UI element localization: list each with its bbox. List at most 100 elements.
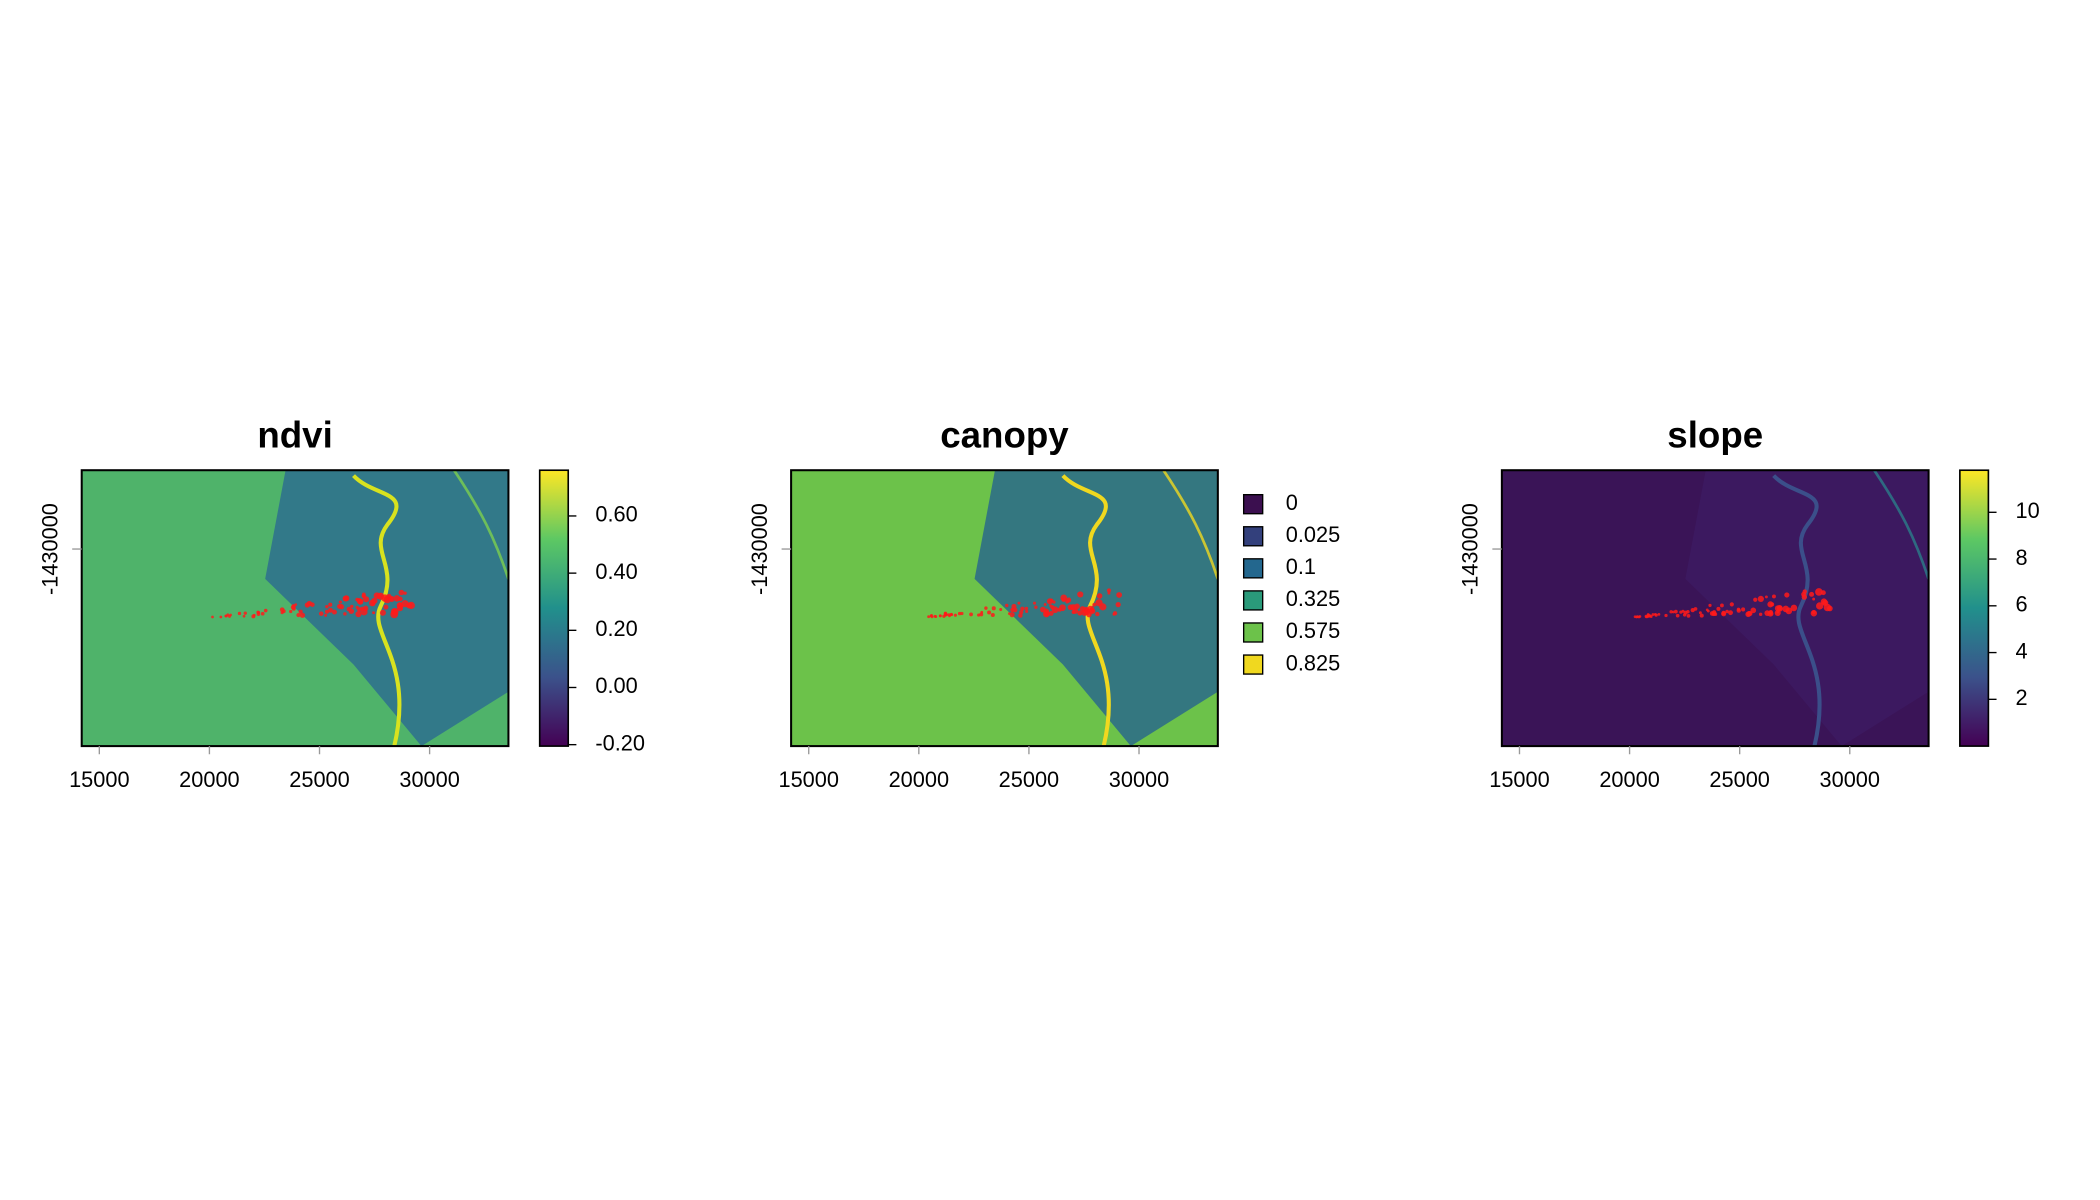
point — [260, 611, 265, 616]
point — [336, 603, 342, 609]
point — [355, 611, 362, 618]
point — [325, 604, 329, 609]
point — [328, 607, 333, 613]
point — [1698, 611, 1702, 615]
point — [969, 612, 973, 617]
point — [1091, 608, 1094, 612]
point — [944, 612, 948, 617]
point — [355, 605, 359, 609]
point — [328, 602, 333, 607]
legend-label: 0.825 — [1286, 650, 1340, 675]
point — [1746, 610, 1752, 617]
y-tick-label: -1430000 — [1458, 503, 1483, 595]
x-tick-label: 15000 — [778, 767, 838, 792]
colorbar-label: 0.00 — [595, 673, 637, 698]
point — [348, 608, 355, 614]
point — [1750, 607, 1757, 614]
point — [383, 604, 389, 610]
point — [1116, 592, 1123, 598]
point — [256, 610, 260, 614]
point — [252, 613, 256, 617]
river — [1772, 474, 1822, 747]
point — [930, 615, 934, 619]
point — [1753, 597, 1758, 602]
point — [984, 606, 988, 610]
legend-label: 0.1 — [1286, 554, 1316, 579]
point — [1654, 613, 1658, 617]
point — [350, 604, 354, 609]
point — [1706, 609, 1710, 613]
point — [1010, 607, 1015, 613]
colorbar-label: 0.40 — [595, 559, 637, 584]
point — [1018, 613, 1023, 618]
point — [990, 612, 995, 617]
point — [1049, 604, 1052, 608]
plot-frame — [790, 469, 1219, 748]
x-tick-label: 15000 — [1489, 767, 1549, 792]
point — [324, 613, 328, 617]
river-2 — [452, 470, 509, 580]
point — [1741, 607, 1746, 612]
point — [1693, 607, 1698, 611]
river — [352, 474, 402, 747]
point — [980, 610, 984, 614]
point — [290, 604, 296, 610]
plot-frame — [80, 469, 510, 748]
colorbar-label: 6 — [2016, 592, 2028, 617]
point — [361, 594, 365, 598]
point — [1017, 601, 1021, 605]
point — [1020, 606, 1025, 611]
colorbar-label: 2 — [2016, 685, 2028, 710]
x-tick-label: 20000 — [179, 767, 239, 792]
point — [1782, 605, 1790, 613]
point — [1721, 610, 1726, 616]
point — [1052, 600, 1056, 604]
point — [1070, 604, 1077, 611]
colorbar-label: 8 — [2016, 545, 2028, 570]
colorbar — [538, 469, 570, 747]
legend-label: 0 — [1286, 490, 1298, 515]
y-tick-label: -1430000 — [747, 503, 772, 595]
point — [318, 611, 324, 616]
river-2 — [1162, 470, 1218, 580]
x-tick-label: 30000 — [1820, 767, 1880, 792]
x-tick-label: 25000 — [1709, 767, 1769, 792]
point — [1729, 602, 1734, 607]
legend-label: 0.325 — [1286, 586, 1340, 611]
point — [401, 600, 409, 608]
point — [1043, 610, 1050, 618]
point — [1106, 588, 1112, 593]
point — [1647, 613, 1651, 618]
point — [1025, 609, 1029, 613]
point — [263, 608, 268, 613]
point — [999, 608, 1003, 612]
point — [390, 610, 399, 619]
x-tick-label: 15000 — [69, 767, 129, 792]
point — [1057, 607, 1062, 612]
x-tick-label: 30000 — [399, 767, 459, 792]
plot-frame — [1500, 469, 1930, 748]
point — [1784, 592, 1790, 598]
x-tick-label: 30000 — [1109, 767, 1169, 792]
point — [1716, 606, 1721, 611]
point — [949, 613, 953, 617]
point — [1728, 610, 1733, 616]
point — [1699, 613, 1704, 618]
point — [1095, 611, 1100, 617]
point — [381, 594, 389, 602]
point — [1758, 612, 1763, 616]
point — [1669, 610, 1673, 614]
point — [1708, 603, 1712, 608]
point — [1809, 591, 1815, 597]
point — [1686, 613, 1691, 618]
point — [1651, 613, 1655, 616]
point — [1815, 588, 1823, 596]
colorbar — [1959, 469, 1990, 747]
point — [1790, 604, 1798, 612]
point — [1049, 598, 1054, 603]
colorbar-label: -0.20 — [595, 730, 645, 755]
point — [338, 600, 342, 604]
point — [388, 595, 395, 602]
point — [403, 591, 407, 595]
